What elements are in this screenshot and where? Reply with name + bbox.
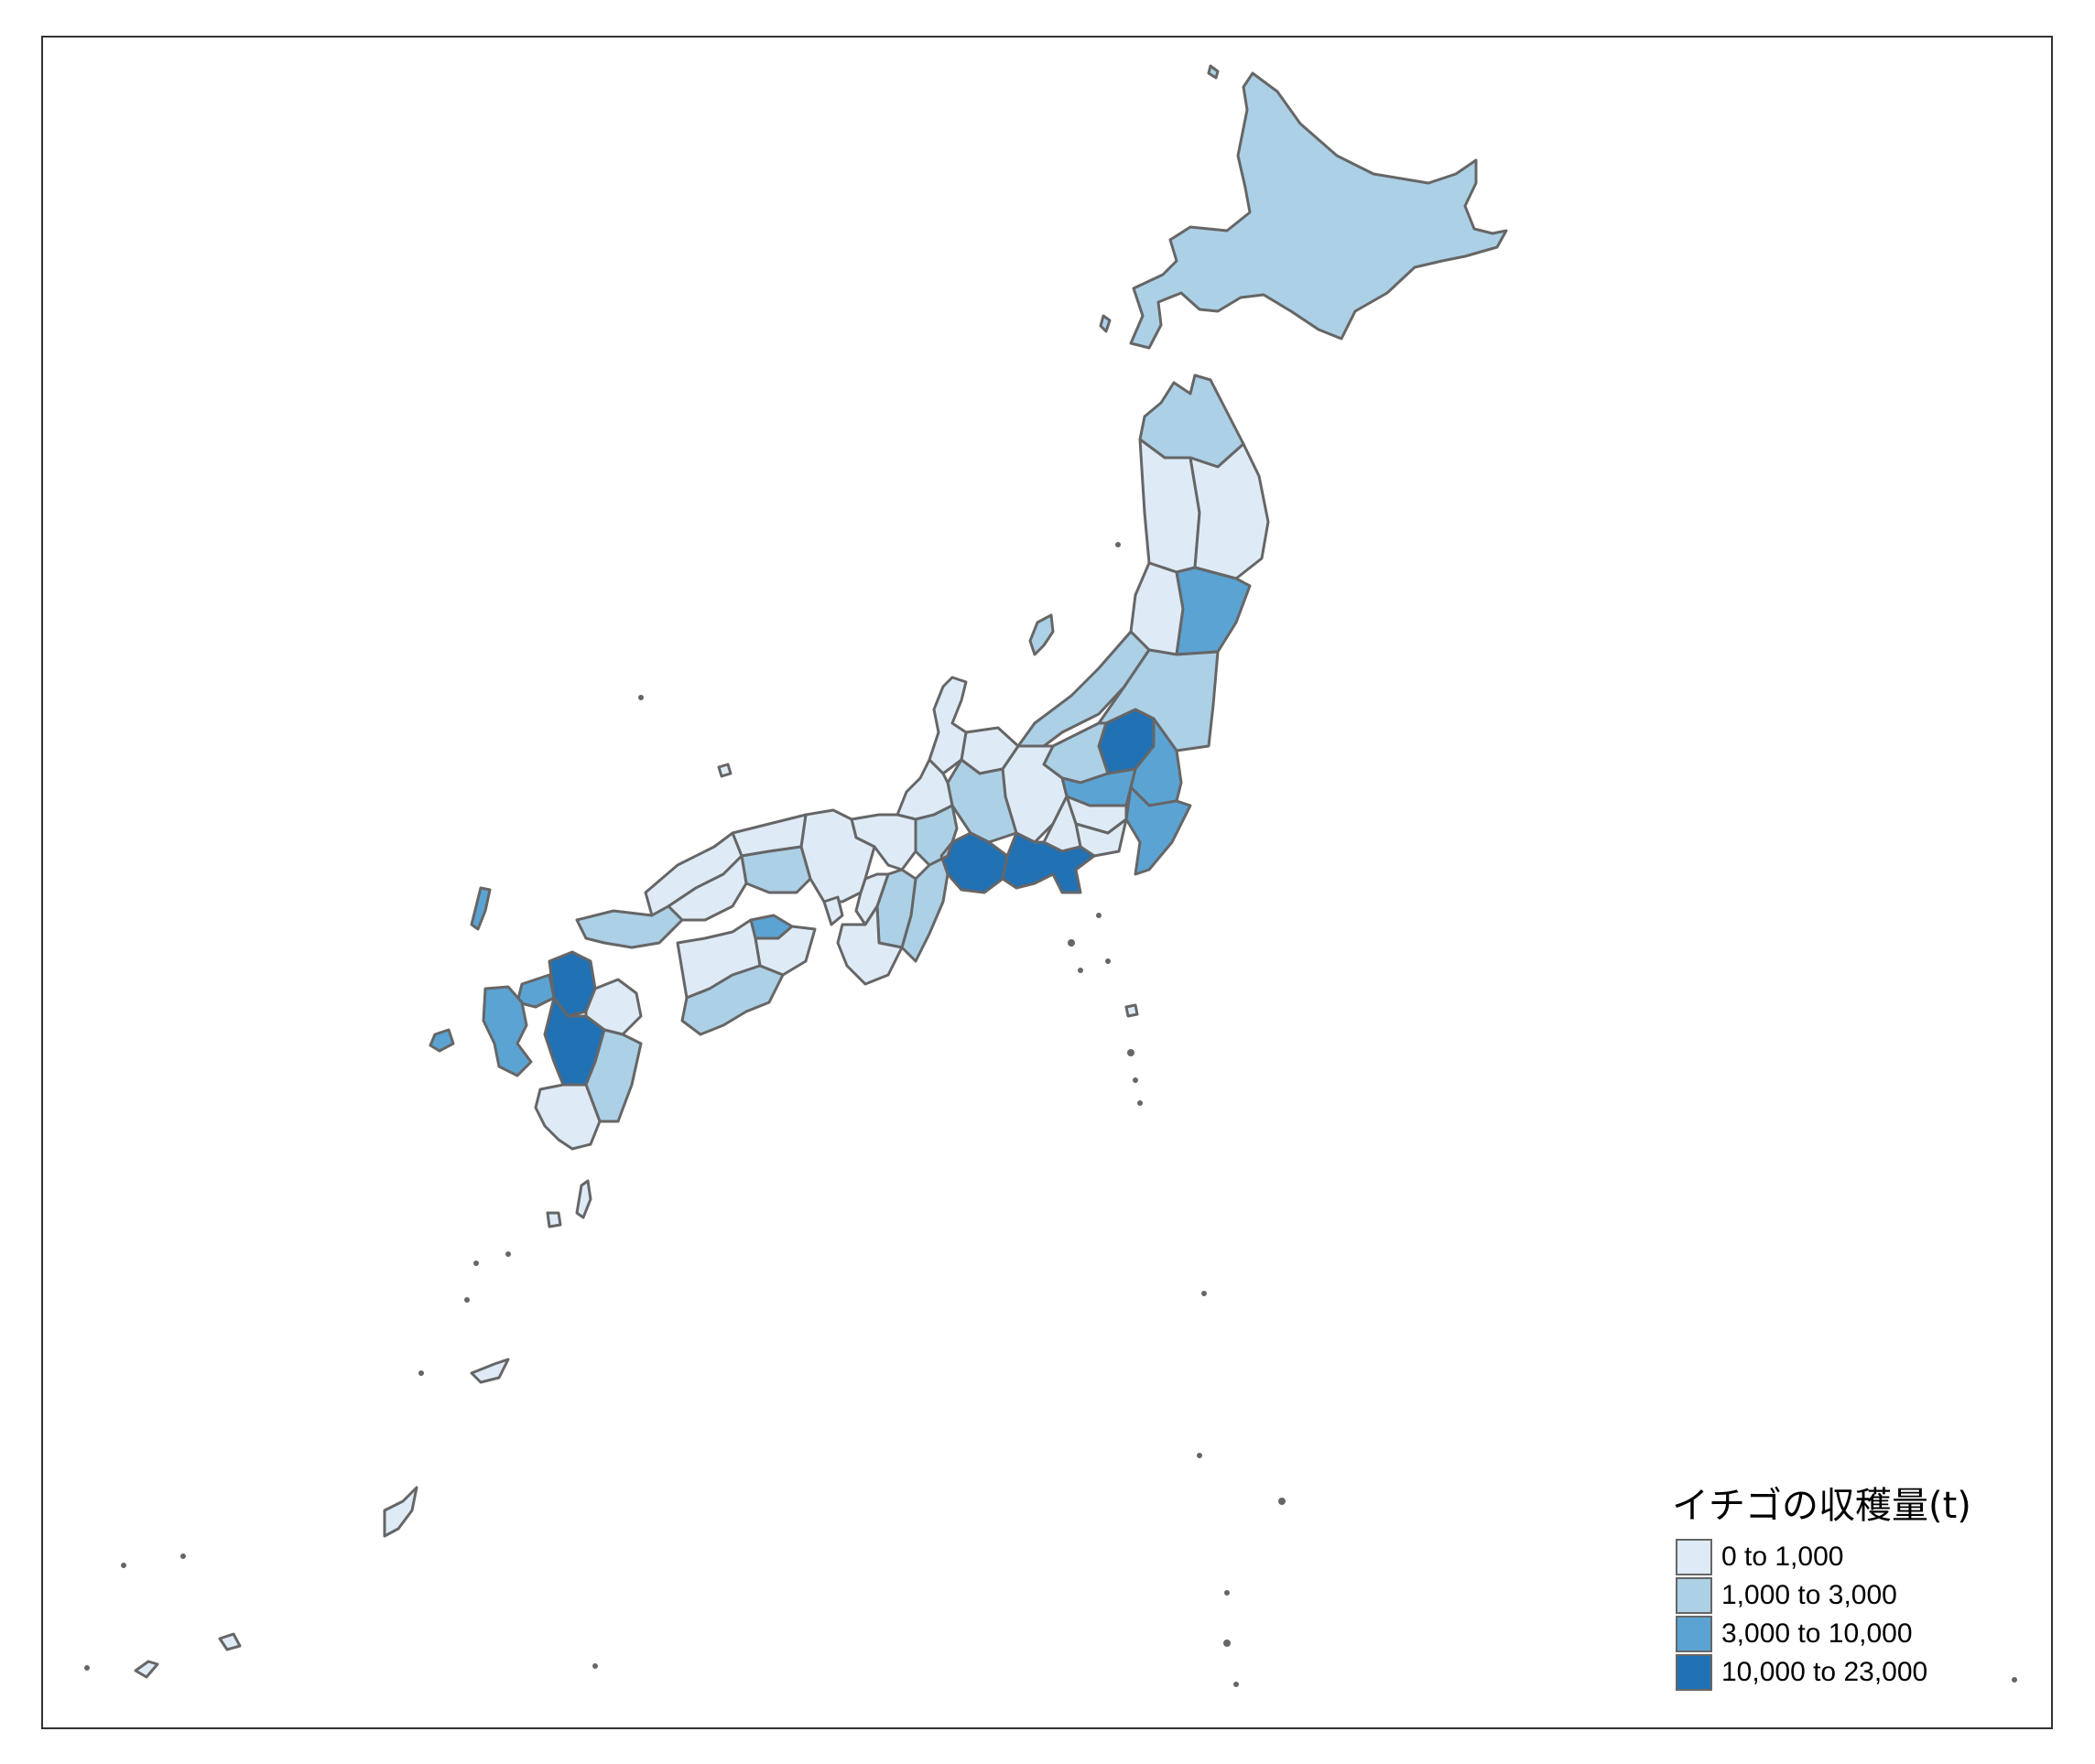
legend-label: 0 to 1,000: [1721, 1542, 1844, 1572]
island-goto: [429, 1028, 455, 1053]
legend-item: 0 to 1,000: [1676, 1538, 1843, 1576]
legend-item: 10,000 to 23,000: [1676, 1653, 1927, 1692]
region-hokkaido[interactable]: [1129, 71, 1508, 350]
island-izu-1: [1124, 1003, 1139, 1018]
island-okinawa: [383, 1486, 418, 1538]
island-yakushima: [546, 1211, 562, 1228]
legend-label: 1,000 to 3,000: [1721, 1580, 1897, 1610]
island-tsushima: [470, 886, 492, 931]
legend-item: 1,000 to 3,000: [1676, 1576, 1897, 1615]
island-ishigaki: [134, 1660, 159, 1679]
legend-title: イチゴの収穫量(t): [1672, 1485, 1971, 1527]
legend-swatch: [1676, 1539, 1712, 1575]
region-nagasaki[interactable]: [482, 985, 533, 1077]
region-yamaguchi[interactable]: [575, 904, 684, 949]
region-iwate[interactable]: [1189, 442, 1270, 580]
region-shizuoka[interactable]: [1001, 831, 1096, 894]
region-hiroshima[interactable]: [667, 854, 748, 922]
legend: イチゴの収穫量(t) 0 to 1,000 1,000 to 3,000 3,0…: [1672, 1476, 2057, 1695]
legend-label: 10,000 to 23,000: [1721, 1657, 1928, 1687]
legend-item: 3,000 to 10,000: [1676, 1615, 1913, 1653]
region-miyazaki[interactable]: [584, 1028, 643, 1123]
region-wakayama[interactable]: [836, 904, 904, 986]
legend-swatch: [1676, 1654, 1712, 1691]
region-kagoshima[interactable]: [534, 1083, 602, 1151]
region-okayama[interactable]: [740, 845, 812, 894]
legend-swatch: [1676, 1577, 1712, 1614]
region-kochi[interactable]: [680, 964, 785, 1036]
island-tanegashima: [575, 1179, 592, 1219]
region-miyagi[interactable]: [1175, 566, 1252, 656]
island-awaji: [822, 895, 844, 926]
map-frame: [41, 36, 2053, 1729]
region-chiba[interactable]: [1124, 785, 1192, 876]
region-ishikawa[interactable]: [928, 676, 968, 775]
island-sado: [1028, 613, 1055, 656]
island-amami: [470, 1358, 510, 1384]
legend-swatch: [1676, 1616, 1712, 1652]
legend-label: 3,000 to 10,000: [1721, 1618, 1913, 1649]
island-oki: [717, 763, 733, 778]
island-miyako: [218, 1632, 242, 1651]
